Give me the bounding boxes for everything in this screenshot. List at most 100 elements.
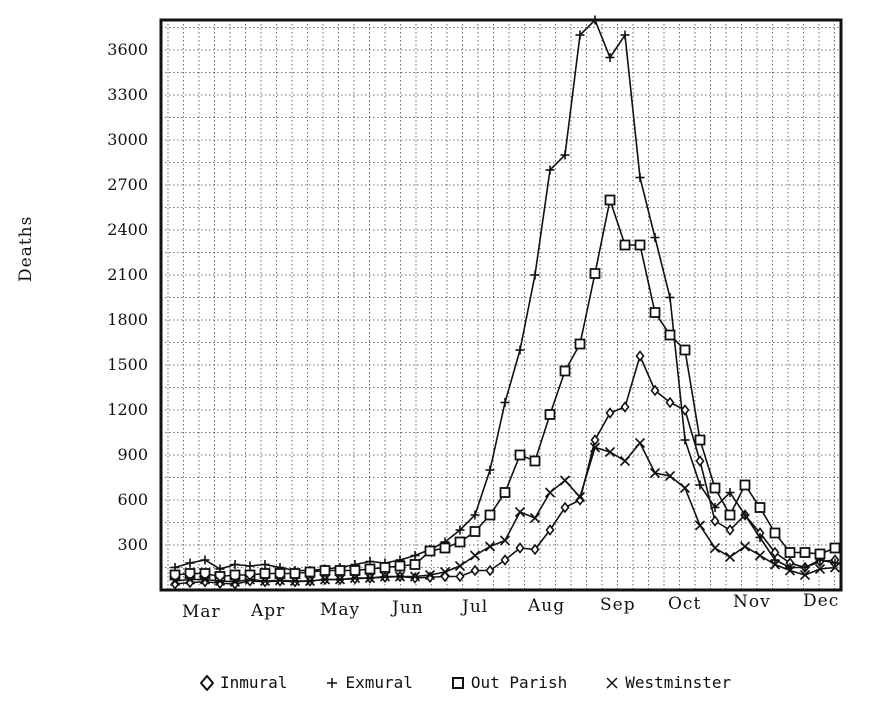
plus-marker-icon xyxy=(770,555,780,565)
x-marker-icon xyxy=(589,442,601,453)
y-axis-label: Deaths xyxy=(16,215,36,282)
square-marker-icon xyxy=(679,344,691,356)
plus-marker-icon xyxy=(575,30,585,40)
diamond-marker-icon xyxy=(560,501,570,514)
x-marker-icon xyxy=(439,566,451,578)
x-marker-icon xyxy=(484,541,496,552)
diamond-marker-icon xyxy=(470,564,480,577)
plus-marker-icon xyxy=(830,558,840,568)
x-marker-icon xyxy=(784,565,796,576)
square-marker-icon xyxy=(664,329,676,341)
square-marker-icon xyxy=(544,409,556,420)
x-tick-jun: Jun xyxy=(392,598,424,619)
x-marker-icon xyxy=(244,574,256,585)
square-marker-icon xyxy=(469,526,481,537)
y-tick: 1500 xyxy=(107,355,148,374)
x-marker-icon xyxy=(334,574,346,585)
square-marker-icon xyxy=(559,365,571,377)
series-inmural xyxy=(170,350,840,590)
diamond-marker-icon xyxy=(500,554,510,566)
square-marker-icon xyxy=(634,239,646,251)
x-marker-icon xyxy=(394,571,406,582)
x-marker-icon xyxy=(409,571,421,582)
square-marker-icon xyxy=(529,455,541,467)
plus-marker-icon xyxy=(200,555,210,565)
plus-marker-icon xyxy=(515,345,525,355)
x-marker-icon xyxy=(606,676,618,689)
square-marker-icon xyxy=(484,509,496,521)
square-marker-icon xyxy=(499,487,511,498)
x-marker-icon xyxy=(289,575,301,587)
plus-marker-icon xyxy=(800,563,810,572)
legend-label: Westminster xyxy=(625,673,732,692)
square-marker-icon xyxy=(454,536,466,548)
square-marker-icon xyxy=(169,569,181,581)
diamond-marker-icon xyxy=(515,542,525,554)
x-tick-sep: Sep xyxy=(600,594,636,615)
y-tick: 3300 xyxy=(107,85,148,104)
x-marker-icon xyxy=(274,575,286,586)
plus-marker-icon xyxy=(500,398,510,407)
x-marker-icon xyxy=(229,576,241,587)
x-marker-icon xyxy=(544,487,556,498)
plus-marker-icon xyxy=(410,551,420,560)
plus-marker-icon xyxy=(710,503,720,512)
square-marker-icon xyxy=(784,547,796,558)
square-marker-icon xyxy=(589,268,601,279)
plus-marker-icon xyxy=(740,510,750,520)
x-marker-icon xyxy=(199,574,211,585)
x-marker-icon xyxy=(499,535,511,546)
y-tick: 300 xyxy=(117,535,148,554)
square-marker-icon xyxy=(184,568,196,579)
x-marker-icon xyxy=(304,575,316,587)
x-marker-icon xyxy=(574,491,586,503)
square-marker-icon xyxy=(244,569,256,581)
plus-marker-icon xyxy=(530,270,540,280)
plus-marker-icon xyxy=(245,561,255,571)
x-marker-icon xyxy=(664,470,676,482)
plus-marker-icon xyxy=(665,293,675,302)
y-tick: 3600 xyxy=(107,40,148,59)
x-marker-icon xyxy=(319,574,331,585)
diamond-marker-icon xyxy=(650,384,660,397)
x-marker-icon xyxy=(739,541,751,552)
square-marker-icon xyxy=(514,449,526,461)
series-layer xyxy=(169,15,841,590)
square-marker-icon xyxy=(379,562,391,573)
x-tick-apr: Apr xyxy=(251,600,286,621)
diamond-marker-icon xyxy=(605,407,615,419)
square-marker-icon xyxy=(814,548,826,560)
legend-label: Inmural xyxy=(220,673,288,692)
plus-marker-icon xyxy=(230,560,240,569)
plus-marker-icon xyxy=(725,488,735,497)
x-marker-icon xyxy=(829,562,841,573)
plus-marker-icon xyxy=(485,465,495,475)
x-marker-icon xyxy=(454,560,466,572)
diamond-marker-icon xyxy=(590,434,600,446)
x-marker-icon xyxy=(604,446,616,458)
legend-label: Out Parish xyxy=(470,673,568,692)
x-marker-icon xyxy=(364,572,376,584)
plus-marker-icon xyxy=(545,165,555,175)
diamond-marker-icon xyxy=(545,524,555,536)
diamond-marker-icon xyxy=(620,401,630,413)
x-marker-icon xyxy=(769,559,781,570)
square-marker-icon xyxy=(394,560,406,572)
plus-marker-icon xyxy=(620,30,630,40)
plus-marker-icon xyxy=(327,677,338,688)
y-tick: 2100 xyxy=(107,265,148,284)
x-marker-icon xyxy=(709,542,721,554)
square-marker-icon xyxy=(739,479,751,491)
diamond-marker-icon xyxy=(530,543,540,556)
plus-marker-icon xyxy=(605,53,615,62)
y-tick: 2400 xyxy=(107,220,148,239)
plus-marker-icon xyxy=(680,435,690,445)
plus-marker-icon xyxy=(560,150,570,160)
x-marker-icon xyxy=(559,475,571,486)
square-marker-icon xyxy=(304,566,316,578)
y-tick: 900 xyxy=(117,445,148,464)
plus-marker-icon xyxy=(635,173,645,182)
x-marker-icon xyxy=(754,550,766,561)
x-marker-icon xyxy=(214,575,226,587)
diamond-marker-icon xyxy=(485,564,495,577)
